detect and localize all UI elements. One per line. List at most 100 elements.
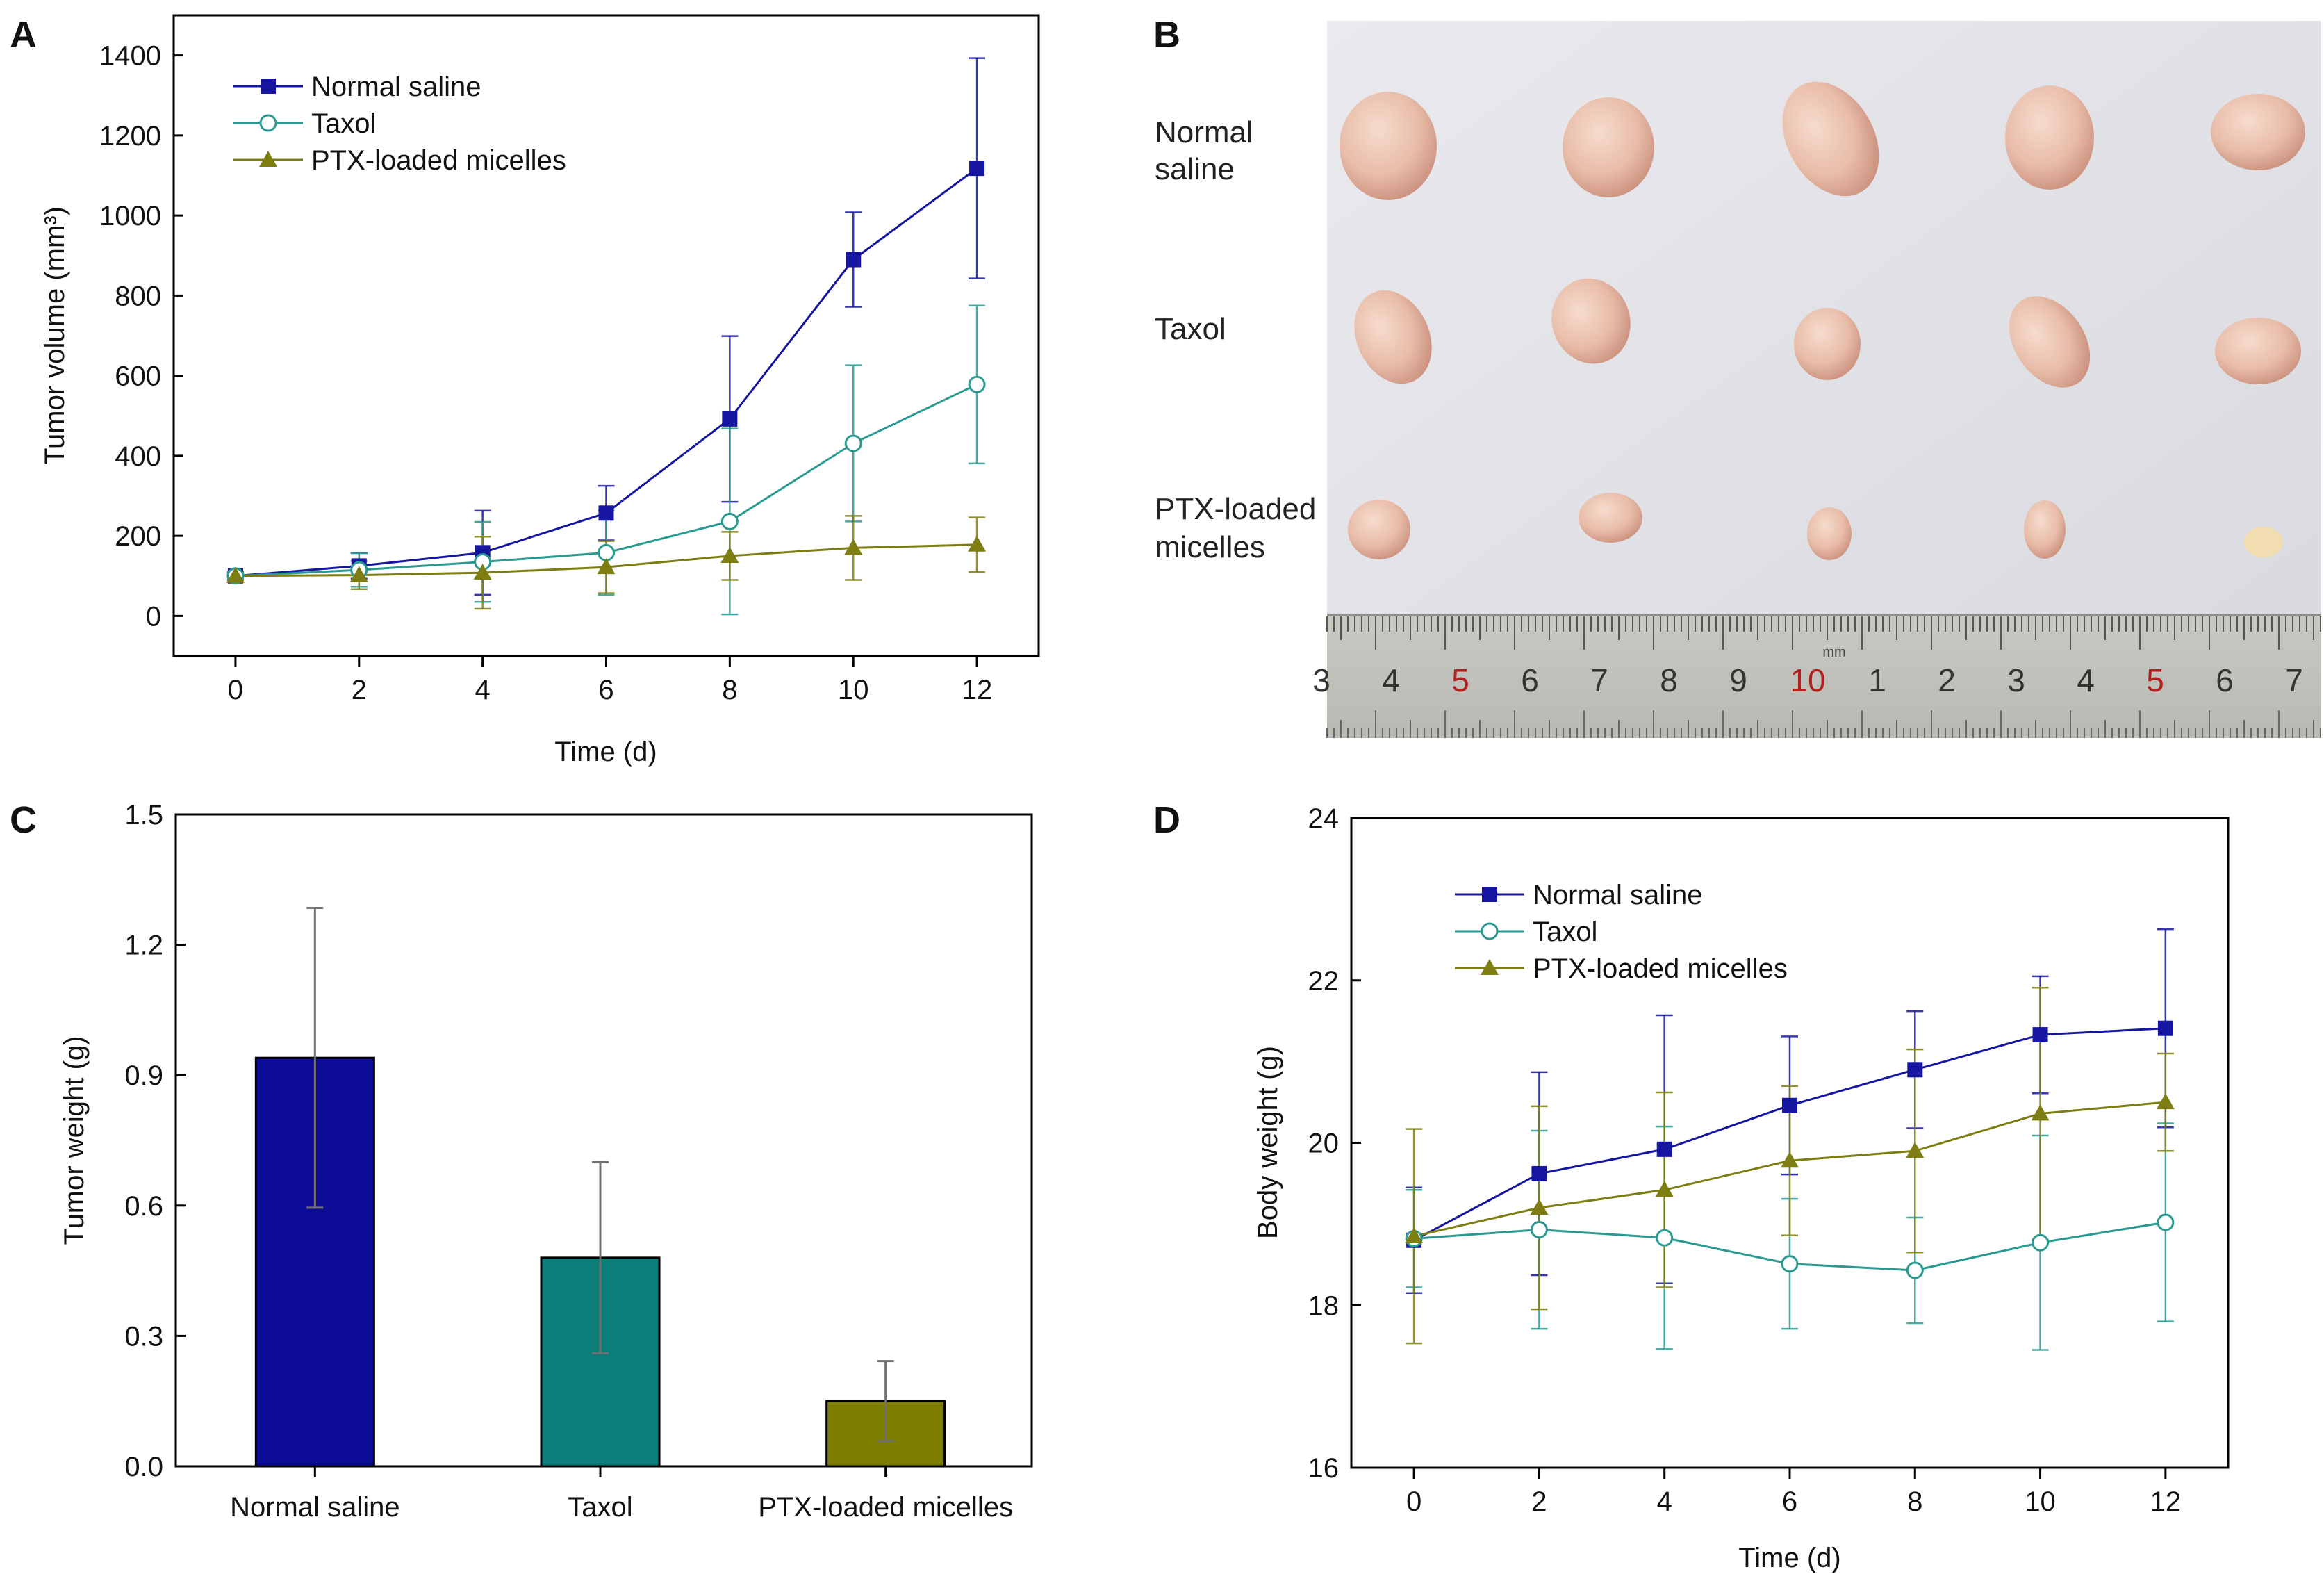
data-point-ptx xyxy=(473,564,492,580)
tumor-ptx-3 xyxy=(1807,507,1852,560)
row-label-ptx-line2: micelles xyxy=(1155,530,1265,564)
tumor-normal-5 xyxy=(2211,94,2305,170)
tumor-ptx-4 xyxy=(2024,500,2066,559)
tumor-taxol-4 xyxy=(2009,296,2091,388)
legend-d: Normal saline Taxol PTX-loaded micelles xyxy=(1455,880,1788,984)
data-point-taxol xyxy=(1781,1255,1799,1273)
ruler-number: 5 xyxy=(1451,662,1469,698)
legend-label-taxol: Taxol xyxy=(1533,917,1597,947)
x-ticks-a: 0 2 4 6 8 10 12 xyxy=(228,656,993,705)
row-label-normal-saline-line1: Normal xyxy=(1155,115,1253,149)
y-ticks-c: 0.0 0.3 0.6 0.9 1.2 1.5 xyxy=(124,800,186,1482)
tumor-normal-2 xyxy=(1563,97,1654,197)
data-point-taxol xyxy=(968,375,986,393)
data-point-normal_saline xyxy=(1782,1097,1797,1113)
tumor-taxol-3 xyxy=(1794,308,1861,380)
y-tick-label-d: 18 xyxy=(1308,1290,1340,1321)
chart-tumor-weight: 0.0 0.3 0.6 0.9 1.2 1.5 Normal saline Taxol PTX… xyxy=(59,800,1033,1523)
y-tick-label-d: 22 xyxy=(1308,966,1340,997)
y-tick-label-a: 400 xyxy=(115,441,161,472)
ruler-number: 1 xyxy=(1868,662,1886,698)
tumor-ptx-5 xyxy=(2244,527,2283,557)
y-tick-label-a: 800 xyxy=(115,281,161,311)
data-point-ptx xyxy=(1781,1151,1799,1168)
y-axis-label-c: Tumor weight (g) xyxy=(59,1036,90,1245)
data-point-taxol xyxy=(1530,1221,1548,1239)
category-labels-c: Normal saline Taxol PTX-loaded micelles xyxy=(230,1466,1013,1523)
y-tick-label-d: 20 xyxy=(1308,1129,1340,1159)
data-point-ptx xyxy=(720,546,739,563)
data-point-normal_saline xyxy=(722,411,738,427)
data-point-ptx xyxy=(968,535,987,552)
row-label-normal-saline: Normal saline xyxy=(1155,115,1262,186)
x-tick-label-d: 12 xyxy=(2150,1486,2182,1517)
legend-a: Normal saline Taxol PTX-loaded micelles xyxy=(233,72,566,176)
x-tick-label-a: 2 xyxy=(352,675,367,705)
legend-marker-normal_saline xyxy=(1482,887,1497,902)
data-point-normal_saline xyxy=(846,252,862,268)
error-bars-a xyxy=(226,57,986,616)
ruler-number: 2 xyxy=(1938,662,1956,698)
data-point-ptx xyxy=(2031,1104,2050,1121)
x-tick-label-a: 12 xyxy=(962,675,993,705)
ruler-number: 3 xyxy=(2007,662,2025,698)
tumor-ptx-2 xyxy=(1579,493,1642,543)
y-tick-label-d: 24 xyxy=(1308,803,1340,834)
bars-c xyxy=(254,1056,946,1468)
x-tick-label-a: 4 xyxy=(475,675,491,705)
error-bars-c xyxy=(306,906,894,1443)
data-point-taxol xyxy=(844,434,862,452)
ruler-number: 6 xyxy=(1521,662,1539,698)
y-tick-label-a: 1000 xyxy=(99,201,161,231)
legend-marker-taxol xyxy=(259,114,277,132)
ruler-number: 4 xyxy=(2077,662,2095,698)
y-tick-label-c: 0.0 xyxy=(124,1452,163,1482)
ruler-number: 3 xyxy=(1312,662,1330,698)
data-point-ptx xyxy=(1906,1142,1925,1158)
y-ticks-a: 0 200 400 600 800 1000 1200 1400 xyxy=(99,41,183,632)
tumor-taxol-5 xyxy=(2215,318,2301,384)
data-point-ptx xyxy=(597,558,616,575)
tumor-photo: Normal saline Taxol PTX-loaded micelles … xyxy=(1155,21,2321,738)
y-axis-label-d: Body weight (g) xyxy=(1253,1046,1283,1239)
y-tick-label-d: 16 xyxy=(1308,1453,1340,1484)
data-point-taxol xyxy=(720,512,739,530)
row-label-ptx: PTX-loaded micelles xyxy=(1155,492,1325,564)
x-tick-label-a: 10 xyxy=(838,675,869,705)
ruler-numbers: 3 4 5 6 7 8 9 10 1 2 3 4 5 6 7 mm xyxy=(1312,645,2303,698)
y-tick-label-c: 0.6 xyxy=(124,1191,163,1222)
series-markers-a xyxy=(226,161,987,585)
tumor-normal-1 xyxy=(1340,92,1437,200)
category-label: PTX-loaded micelles xyxy=(758,1492,1013,1523)
y-tick-label-c: 1.2 xyxy=(124,931,163,961)
x-ticks-d: 0 2 4 6 8 10 12 xyxy=(1406,1468,2181,1517)
ruler-number: 10 xyxy=(1790,662,1825,698)
tumor-normal-4 xyxy=(2005,85,2094,190)
x-tick-label-d: 6 xyxy=(1782,1486,1797,1517)
x-tick-label-a: 0 xyxy=(228,675,243,705)
data-point-taxol xyxy=(1656,1229,1674,1247)
data-point-normal_saline xyxy=(1531,1165,1547,1181)
data-point-ptx xyxy=(1530,1199,1549,1215)
legend-label-normal_saline: Normal saline xyxy=(1533,880,1703,910)
ruler-number: 9 xyxy=(1729,662,1747,698)
panel-label-b: B xyxy=(1153,14,1180,56)
tumor-taxol-2 xyxy=(1551,278,1631,364)
data-point-normal_saline xyxy=(2032,1027,2048,1043)
x-tick-label-a: 8 xyxy=(722,675,737,705)
panel-label-c: C xyxy=(10,799,37,841)
ruler-number: 7 xyxy=(2285,662,2303,698)
tumor-taxol-1 xyxy=(1354,290,1432,384)
x-tick-label-d: 2 xyxy=(1531,1486,1547,1517)
row-label-normal-saline-line2: saline xyxy=(1155,152,1235,186)
tumor-normal-3 xyxy=(1782,81,1879,197)
y-tick-label-c: 0.9 xyxy=(124,1060,163,1091)
data-point-ptx xyxy=(1405,1227,1424,1243)
y-axis-label-a: Tumor volume (mm³) xyxy=(40,206,70,465)
legend-label-ptx: PTX-loaded micelles xyxy=(1533,953,1788,984)
data-point-taxol xyxy=(1906,1261,1924,1279)
x-tick-label-a: 6 xyxy=(598,675,613,705)
ruler-number: 5 xyxy=(2146,662,2164,698)
chart-body-weight: 16 18 20 22 24 0 2 4 6 8 10 12 Normal saline Taxol P… xyxy=(1253,803,2230,1573)
